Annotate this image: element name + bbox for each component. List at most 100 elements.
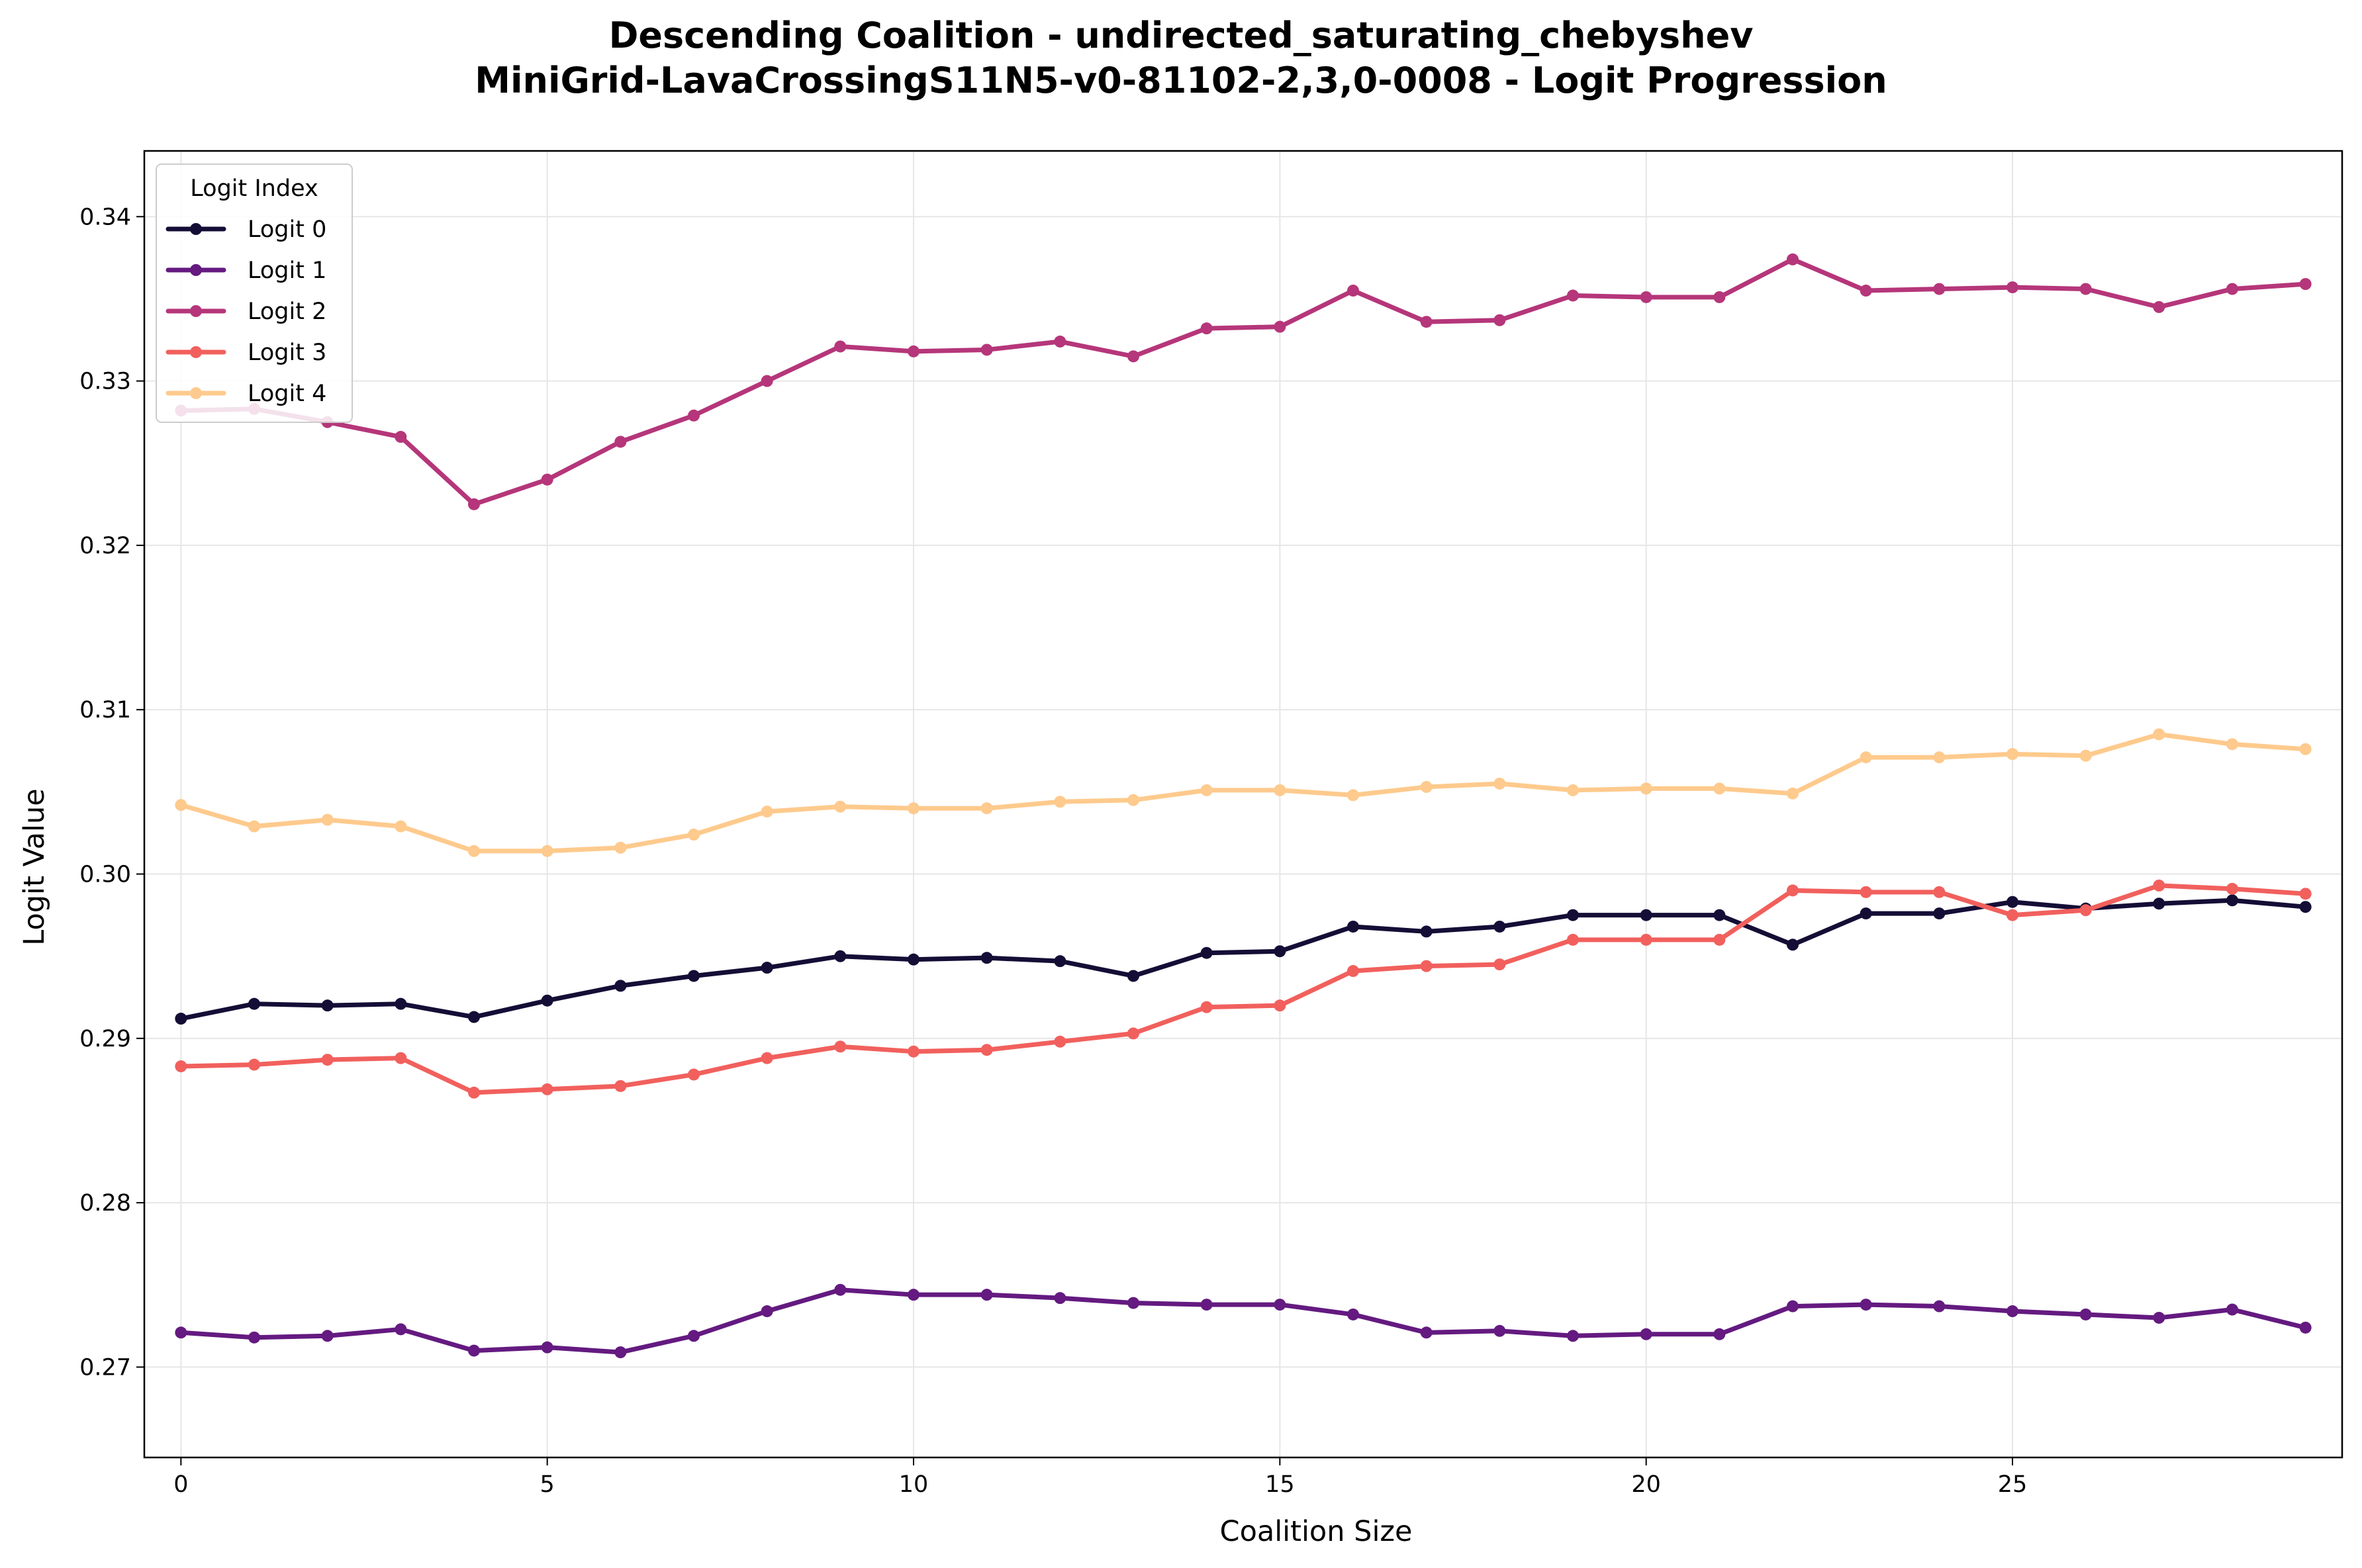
data-point — [2226, 882, 2238, 895]
data-point — [1640, 933, 1652, 946]
legend-item-1: Logit 1 — [165, 257, 326, 284]
data-point — [1493, 958, 1506, 971]
legend-title: Logit Index — [190, 175, 318, 202]
data-point — [1713, 933, 1726, 946]
data-point — [1347, 285, 1359, 297]
legend-label: Logit 1 — [248, 257, 326, 284]
data-point — [2079, 283, 2092, 295]
data-point — [1200, 1001, 1213, 1013]
data-point — [541, 994, 553, 1007]
data-point — [1274, 945, 1286, 958]
x-tick-label: 5 — [540, 1471, 555, 1498]
data-point — [980, 344, 993, 356]
data-point — [1127, 794, 1139, 806]
legend-swatch-marker — [190, 223, 202, 235]
data-point — [321, 813, 334, 826]
grid-lines — [144, 151, 2342, 1457]
data-point — [688, 1068, 700, 1081]
data-point — [1860, 1299, 1872, 1311]
data-point — [1713, 909, 1726, 921]
data-point — [1347, 965, 1359, 978]
data-point — [1567, 289, 1579, 302]
data-point — [1127, 1027, 1139, 1040]
legend-swatch-marker — [190, 387, 202, 399]
chart-title-line-2: MiniGrid-LavaCrossingS11N5-v0-81102-2,3,… — [475, 60, 1887, 101]
series-line-1 — [178, 1287, 2308, 1355]
data-point — [1200, 1299, 1213, 1311]
data-point — [1054, 796, 1066, 808]
data-point — [761, 806, 773, 818]
data-point — [980, 1044, 993, 1056]
data-point — [1493, 777, 1506, 790]
data-point — [248, 997, 260, 1010]
data-point — [248, 1058, 260, 1071]
data-point — [541, 1341, 553, 1354]
y-tick-label: 0.32 — [79, 533, 131, 559]
data-point — [688, 409, 700, 422]
data-point — [908, 1045, 920, 1058]
data-point — [1420, 960, 1433, 972]
data-point — [2299, 1321, 2312, 1334]
data-point — [1200, 322, 1213, 335]
data-point — [834, 1040, 847, 1053]
data-point — [2079, 904, 2092, 917]
data-point — [468, 1086, 480, 1099]
data-point — [1567, 1330, 1579, 1342]
legend-item-3: Logit 3 — [165, 340, 326, 366]
series-line-3 — [178, 883, 2308, 1095]
data-point — [1640, 1328, 1652, 1340]
series-1 — [175, 1283, 2312, 1359]
data-point — [908, 1289, 920, 1301]
data-point — [1347, 920, 1359, 933]
data-point — [395, 1052, 407, 1064]
series-4 — [175, 728, 2312, 857]
data-point — [541, 1083, 553, 1095]
data-point — [1054, 955, 1066, 968]
data-point — [1567, 933, 1579, 946]
data-point — [1713, 1328, 1726, 1340]
data-point — [2007, 896, 2018, 908]
data-point — [1860, 285, 1872, 297]
y-tick-label: 0.29 — [79, 1026, 131, 1052]
legend-swatch-marker — [190, 305, 202, 317]
data-point — [2007, 909, 2018, 921]
legend-item-4: Logit 4 — [165, 381, 326, 407]
data-point — [1713, 782, 1726, 795]
data-point — [1347, 1308, 1359, 1320]
chart-title-line-1: Descending Coalition - undirected_satura… — [609, 15, 1754, 56]
data-point — [1860, 751, 1872, 764]
data-point — [2079, 1308, 2092, 1320]
data-point — [2299, 278, 2312, 291]
data-point — [2299, 901, 2312, 913]
data-point — [2299, 888, 2312, 900]
legend-item-0: Logit 0 — [165, 216, 326, 243]
x-tick-label: 10 — [899, 1471, 929, 1498]
series-0 — [175, 894, 2312, 1025]
data-point — [1127, 1297, 1139, 1309]
data-point — [1274, 784, 1286, 796]
data-point — [321, 1330, 334, 1342]
data-point — [908, 345, 920, 357]
data-point — [614, 841, 627, 854]
data-point — [1640, 782, 1652, 795]
data-point — [1054, 336, 1066, 348]
data-point — [2007, 281, 2018, 294]
series-line-4 — [178, 731, 2308, 854]
data-point — [248, 1331, 260, 1344]
data-point — [2153, 1311, 2165, 1324]
data-point — [541, 473, 553, 486]
data-point — [834, 800, 847, 813]
x-tick-label: 25 — [1998, 1471, 2028, 1498]
x-axis-ticks: 0 5 10 15 20 25 — [173, 1457, 2027, 1498]
data-point — [395, 997, 407, 1010]
data-point — [468, 498, 480, 510]
data-point — [614, 436, 627, 448]
legend-label: Logit 2 — [248, 299, 326, 325]
series-line-0 — [178, 898, 2308, 1021]
data-point — [1200, 946, 1213, 959]
legend-label: Logit 3 — [248, 340, 326, 366]
data-point — [908, 953, 920, 966]
data-point — [1567, 909, 1579, 921]
data-point — [395, 820, 407, 833]
data-point — [1274, 999, 1286, 1012]
